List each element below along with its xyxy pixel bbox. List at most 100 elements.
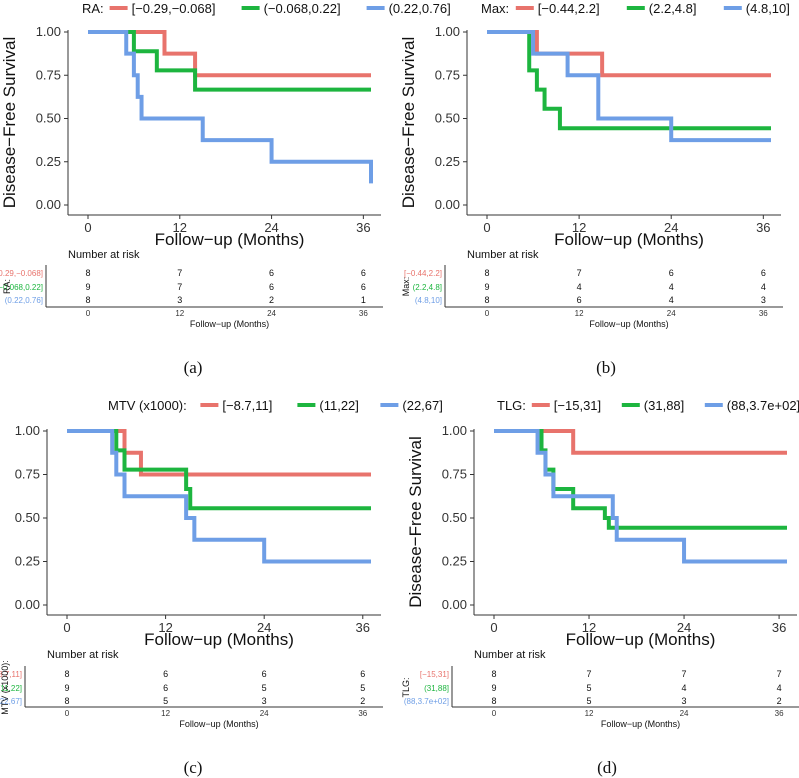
risk-tick-label: 12 — [175, 309, 184, 318]
risk-count: 3 — [682, 696, 687, 706]
panel-caption: (a) — [184, 358, 203, 377]
x-axis-title: Follow−up (Months) — [566, 630, 716, 649]
panel-caption: (c) — [184, 758, 203, 777]
x-tick-label: 24 — [264, 220, 278, 235]
x-tick-label: 24 — [677, 620, 691, 635]
legend-label-3: (22,67] — [402, 398, 442, 413]
risk-count: 6 — [269, 282, 274, 292]
y-axis-title: Disease−Free Survival — [399, 37, 418, 209]
risk-table-title: Number at risk — [467, 249, 539, 261]
risk-tick-label: 12 — [575, 309, 584, 318]
y-tick-label: 1.00 — [15, 423, 40, 438]
x-tick-label: 0 — [63, 620, 70, 635]
x-axis-title: Follow−up (Months) — [144, 630, 294, 649]
y-tick-label: 0.00 — [36, 197, 61, 212]
risk-count: 7 — [682, 669, 687, 679]
risk-count: 5 — [360, 683, 365, 693]
legend-title: MTV (x1000): — [108, 398, 187, 413]
risk-axis-title: Max: — [401, 277, 411, 297]
x-tick-label: 24 — [257, 620, 271, 635]
x-tick-label: 24 — [664, 220, 678, 235]
risk-tick-label: 0 — [492, 709, 497, 718]
risk-count: 5 — [587, 696, 592, 706]
legend-label-1: [−0.44,2.2] — [538, 1, 600, 16]
risk-count: 6 — [761, 268, 766, 278]
y-tick-label: 0.75 — [435, 67, 460, 82]
risk-row-label: (0.22,0.76] — [5, 296, 43, 305]
y-tick-label: 0.25 — [36, 154, 61, 169]
y-tick-label: 0.00 — [442, 597, 467, 612]
risk-count: 6 — [669, 268, 674, 278]
x-tick-label: 12 — [582, 620, 596, 635]
x-axis-title: Follow−up (Months) — [554, 230, 704, 249]
y-tick-label: 0.25 — [435, 154, 460, 169]
y-tick-label: 0.50 — [15, 510, 40, 525]
risk-count: 3 — [262, 696, 267, 706]
risk-count: 4 — [669, 282, 674, 292]
y-tick-label: 1.00 — [442, 423, 467, 438]
risk-table-title: Number at risk — [47, 649, 119, 661]
y-tick-label: 0.25 — [442, 554, 467, 569]
risk-tick-label: 12 — [585, 709, 594, 718]
risk-tick-label: 0 — [485, 309, 490, 318]
legend-label-3: (4.8,10] — [746, 1, 790, 16]
risk-axis-title: RA: — [2, 279, 12, 294]
risk-axis-title: TLG: — [401, 677, 411, 697]
x-tick-label: 36 — [356, 220, 370, 235]
x-axis-title: Follow−up (Months) — [155, 230, 305, 249]
km-curve-1 — [88, 30, 371, 78]
risk-tick-label: 36 — [359, 309, 368, 318]
panel-4: TLG: [−15,31] (31,88] (88,3.7e+02] 0.00 0.25 0… — [401, 398, 799, 777]
risk-count: 7 — [587, 669, 592, 679]
risk-count: 6 — [360, 669, 365, 679]
y-axis-title: Disease−Free Survival — [0, 37, 19, 209]
risk-count: 1 — [361, 295, 366, 305]
risk-count: 8 — [491, 696, 496, 706]
x-tick-label: 0 — [483, 220, 490, 235]
risk-count: 3 — [761, 295, 766, 305]
risk-row-label: (22,67] — [0, 697, 22, 706]
x-tick-label: 36 — [772, 620, 786, 635]
risk-count: 7 — [577, 268, 582, 278]
km-curve-3 — [494, 429, 787, 564]
y-tick-label: 1.00 — [36, 24, 61, 39]
legend-title: RA: — [82, 1, 104, 16]
risk-row-label: [−0.29,−0.068] — [0, 269, 43, 278]
risk-row-label: (4.8,10] — [415, 296, 442, 305]
risk-row-label: (11,22] — [0, 684, 22, 693]
y-tick-label: 0.50 — [435, 111, 460, 126]
risk-count: 8 — [484, 295, 489, 305]
risk-row-label: (−0.068,0.22] — [0, 283, 43, 292]
y-tick-label: 0.00 — [435, 197, 460, 212]
risk-x-title: Follow−up (Months) — [589, 319, 668, 329]
risk-x-title: Follow−up (Months) — [601, 719, 680, 729]
risk-tick-label: 0 — [65, 709, 70, 718]
legend-label-2: (2.2,4.8] — [649, 1, 697, 16]
risk-count: 6 — [262, 669, 267, 679]
legend-title: TLG: — [497, 398, 526, 413]
risk-count: 9 — [85, 282, 90, 292]
panel-3: MTV (x1000): [−8.7,11] (11,22] (22,67]0.000… — [0, 398, 443, 777]
legend-label-2: (11,22] — [319, 398, 359, 413]
risk-count: 4 — [669, 295, 674, 305]
legend-label-1: [−15,31] — [554, 398, 601, 413]
risk-count: 8 — [64, 669, 69, 679]
risk-row-label: [−0.44,2.2] — [404, 269, 442, 278]
risk-row-label: [−8.7,11] — [0, 670, 22, 679]
x-tick-label: 36 — [756, 220, 770, 235]
km-curve-3 — [67, 429, 371, 564]
y-tick-label: 0.75 — [442, 467, 467, 482]
x-tick-label: 12 — [173, 220, 187, 235]
risk-table-title: Number at risk — [68, 249, 140, 261]
risk-count: 6 — [577, 295, 582, 305]
risk-count: 6 — [163, 669, 168, 679]
risk-count: 8 — [85, 295, 90, 305]
risk-count: 6 — [361, 268, 366, 278]
km-curve-3 — [88, 30, 373, 184]
risk-count: 8 — [484, 268, 489, 278]
panel-caption: (d) — [597, 758, 617, 777]
risk-tick-label: 24 — [260, 709, 269, 718]
y-tick-label: 1.00 — [435, 24, 460, 39]
legend-title: Max: — [481, 1, 509, 16]
legend-label-1: [−0.29,−0.068] — [132, 1, 216, 16]
